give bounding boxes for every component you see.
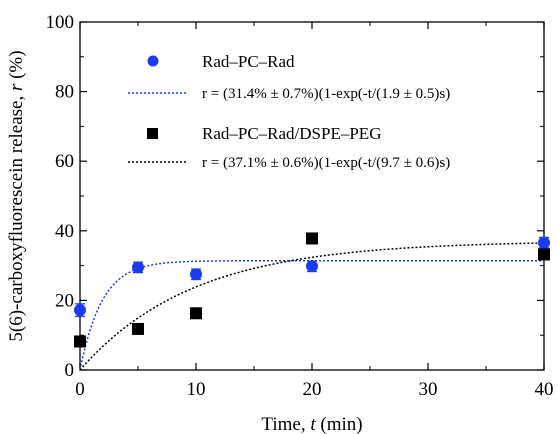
data-point-series-1 [306,260,318,273]
y-tick-label: 100 [46,12,75,33]
legend-fit-label-series-2: r = (37.1% ± 0.6%)(1-exp(-t/(9.7 ± 0.6)s… [202,155,450,171]
x-tick-label: 40 [535,379,554,400]
y-tick-label: 80 [55,82,74,103]
y-tick-label: 40 [55,221,74,242]
data-point-series-2 [190,307,202,320]
x-tick-label: 10 [187,379,206,400]
fit-curve-series-1 [79,259,544,371]
legend-label-series-2: Rad–PC–Rad/DSPE–PEG [202,124,381,143]
data-point-series-2 [306,232,318,245]
legend-label-series-1: Rad–PC–Rad [202,52,295,71]
data-point-series-1 [538,236,550,249]
axis-ticks: 0 10 20 30 40 0 20 40 60 80 100 [46,12,554,400]
data-point-series-2 [74,335,86,348]
y-tick-label: 0 [65,360,75,381]
fit-curve-series-2 [79,242,545,371]
data-point-series-1 [190,268,202,281]
data-point-series-2 [538,248,550,261]
legend-fit-label-series-1: r = (31.4% ± 0.7%)(1-exp(-t/(1.9 ± 0.5)s… [202,86,450,102]
y-tick-label: 60 [55,151,74,172]
x-tick-label: 30 [419,379,438,400]
data-point-series-1 [132,261,144,274]
data-point-series-1 [74,304,86,317]
x-tick-label: 0 [75,379,85,400]
data-point-series-2 [132,322,144,335]
data-points [74,232,550,348]
legend: Rad–PC–Rad r = (31.4% ± 0.7%)(1-exp(-t/(… [128,52,450,171]
x-axis-title: Time, t (min) [261,414,362,434]
plot-frame [79,21,545,371]
legend-marker-series-1 [147,55,159,67]
legend-marker-series-2 [147,128,158,139]
y-axis-title: 5(6)-carboxyfluorescein release, r (%) [6,50,27,341]
y-tick-label: 20 [55,290,74,311]
x-tick-label: 20 [303,379,322,400]
